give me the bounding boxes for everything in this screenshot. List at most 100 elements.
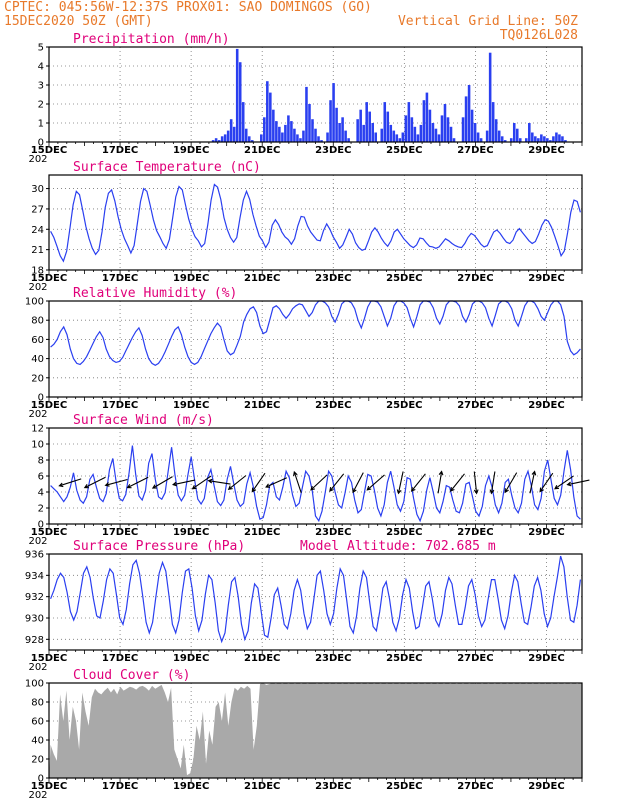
x-date-label: 25DEC: [386, 273, 422, 284]
x-date-label: 27DEC: [457, 400, 493, 411]
precip-bar: [431, 123, 435, 142]
x-date-label: 29DEC: [528, 653, 564, 664]
precip-bar: [395, 134, 399, 142]
wind-vector-arrow: [396, 471, 404, 495]
y-tick-label: 6: [38, 472, 44, 483]
precip-bar: [488, 52, 492, 143]
precip-bar: [392, 130, 396, 142]
precip-bar: [428, 109, 432, 142]
precip-bar: [241, 102, 245, 142]
precip-bar: [232, 126, 236, 142]
wind-vector-arrow: [539, 472, 554, 493]
wind-vector-arrow: [151, 476, 173, 489]
panel-background: [49, 554, 582, 650]
precip-bar: [534, 136, 537, 142]
y-tick-label: 930: [25, 614, 44, 625]
precip-bar: [317, 136, 320, 142]
precip-bar: [281, 132, 284, 142]
precip-bar: [470, 109, 474, 142]
x-date-label: 23DEC: [315, 527, 351, 538]
precip-bar: [275, 121, 278, 142]
y-tick-label: 928: [25, 635, 44, 646]
precip-bar: [223, 134, 227, 142]
wind-vector-arrow: [104, 478, 128, 487]
x-date-label: 23DEC: [315, 653, 351, 664]
y-tick-label: 100: [25, 297, 44, 308]
panel-title: Surface Temperature (nC): [73, 160, 261, 175]
x-date-label: 17DEC: [102, 400, 138, 411]
precip-bar: [503, 140, 507, 142]
x-date-label: 17DEC: [102, 653, 138, 664]
precip-bar: [341, 117, 344, 142]
x-date-label: 23DEC: [315, 273, 351, 284]
precip-bar: [290, 121, 293, 142]
year-fragment-label: 202: [28, 662, 47, 673]
wind-vector-arrow: [310, 474, 328, 491]
y-tick-label: 40: [31, 354, 44, 365]
precip-bar: [434, 128, 438, 142]
precip-bar: [217, 140, 221, 142]
precip-bar: [235, 48, 239, 142]
wind-vector-arrow: [58, 478, 82, 488]
year-fragment-label: 202: [28, 282, 47, 293]
wind-vector-arrow: [265, 477, 288, 488]
precip-bar: [410, 117, 414, 142]
x-date-label: 15DEC: [31, 400, 67, 411]
y-tick-label: 100: [25, 679, 44, 690]
wind-vector-arrow: [449, 473, 465, 492]
panel-title: Surface Pressure (hPa): [73, 539, 245, 554]
panel-background: [49, 175, 582, 270]
x-date-label: 27DEC: [457, 145, 493, 156]
wind-vector-arrow: [126, 476, 149, 489]
wind-vector-arrow: [410, 473, 426, 492]
precip-bar: [549, 140, 552, 142]
precip-bar: [416, 134, 420, 142]
precip-bar: [531, 132, 534, 142]
precip-bar: [296, 134, 299, 142]
x-date-label: 27DEC: [457, 527, 493, 538]
header-run-time: 15DEC2020 50Z (GMT): [4, 14, 153, 29]
precip-bar: [464, 96, 468, 142]
precip-bar: [389, 124, 393, 142]
precip-bar: [564, 140, 567, 142]
wind-vector-arrow: [83, 476, 106, 489]
precip-bar: [500, 136, 504, 142]
precip-bar: [269, 92, 272, 142]
precip-bar: [407, 102, 411, 142]
x-date-label: 25DEC: [386, 400, 422, 411]
y-tick-label: 27: [31, 204, 44, 215]
y-tick-label: 932: [25, 592, 44, 603]
precip-bar: [247, 136, 251, 142]
wind-vector-arrow: [171, 479, 196, 487]
series-line-2: [50, 300, 581, 366]
precip-bar: [263, 117, 266, 142]
wind-vector-arrow: [251, 472, 266, 493]
y-tick-label: 60: [31, 717, 44, 728]
year-fragment-label: 202: [28, 154, 47, 165]
x-date-label: 17DEC: [102, 145, 138, 156]
x-date-label: 29DEC: [528, 781, 564, 792]
header-line1: CPTEC: 045:56W-12:37S PROX01: SAO DOMING…: [4, 0, 372, 15]
precip-bar: [371, 123, 374, 142]
wind-vector-arrow: [293, 470, 302, 493]
wind-vector-arrow: [529, 470, 537, 494]
precip-bar: [552, 136, 555, 142]
precip-bar: [537, 138, 540, 142]
x-date-label: 15DEC: [31, 527, 67, 538]
precip-bar: [374, 132, 378, 142]
wind-vector-arrow: [554, 475, 574, 490]
precip-bar: [287, 115, 290, 142]
y-tick-label: 4: [38, 488, 44, 499]
x-date-label: 21DEC: [244, 145, 280, 156]
precip-bar: [383, 102, 387, 142]
panel-4: 928 930 932 934 936 15DEC 17DEC 19DEC 21DEC 23DEC…: [25, 539, 583, 673]
x-date-label: 19DEC: [173, 527, 209, 538]
precip-bar: [404, 115, 408, 142]
y-tick-label: 24: [31, 225, 44, 236]
x-date-label: 25DEC: [386, 653, 422, 664]
precip-bar: [561, 136, 564, 142]
x-date-label: 21DEC: [244, 653, 280, 664]
x-date-label: 15DEC: [31, 145, 67, 156]
precip-bar: [220, 136, 224, 142]
